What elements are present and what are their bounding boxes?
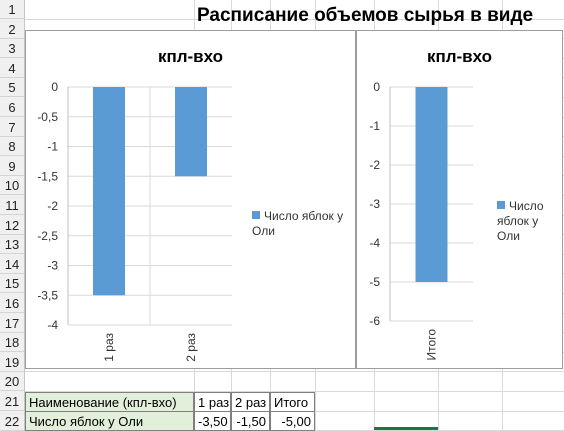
gridline-row xyxy=(25,18,564,20)
row-number[interactable]: 8 xyxy=(0,137,24,157)
chart-2-legend-label: Число яблок у Оли xyxy=(497,199,544,243)
row-number[interactable]: 14 xyxy=(0,255,24,274)
chart-1-y-tick: -2,5 xyxy=(37,229,58,243)
chart-2-title: кпл-вхо xyxy=(426,47,493,66)
table-cell-total[interactable]: -5,00 xyxy=(270,411,315,431)
chart-2-y-tick: 0 xyxy=(373,80,380,94)
chart-2-legend: Число яблок у Оли xyxy=(497,199,559,244)
row-number[interactable]: 1 xyxy=(0,0,24,19)
table-header-2[interactable]: 2 раз xyxy=(231,392,270,412)
chart-1-legend-label: Число яблок у Оли xyxy=(252,209,344,238)
row-number[interactable]: 22 xyxy=(0,412,24,431)
chart-1-y-tick: -2 xyxy=(47,199,58,213)
legend-swatch xyxy=(252,211,260,219)
chart-1-y-tick: -4 xyxy=(47,318,58,332)
chart-2-y-tick: -1 xyxy=(369,119,380,133)
table-cell-1[interactable]: -3,50 xyxy=(194,411,231,431)
row-number[interactable]: 11 xyxy=(0,196,24,215)
row-number[interactable]: 6 xyxy=(0,98,24,117)
row-number[interactable]: 19 xyxy=(0,353,24,372)
row-header-column: 1 2 3 4 5 6 7 8 9 10 11 12 13 14 15 16 17 18 19 20 21 22 xyxy=(0,0,25,431)
chart-1-y-tick: -3 xyxy=(47,259,58,273)
chart-2-y-tick: -6 xyxy=(369,314,380,328)
row-number[interactable]: 12 xyxy=(0,216,24,235)
chart-2-x-tick: Итого xyxy=(425,329,439,361)
row-number[interactable]: 4 xyxy=(0,59,24,78)
row-number[interactable]: 17 xyxy=(0,314,24,333)
row-number[interactable]: 2 xyxy=(0,20,24,39)
chart-2-plot: 0 -1 -2 -3 -4 -5 -6 Итого xyxy=(369,80,473,361)
chart-1-y-tick: -3,5 xyxy=(37,288,58,302)
sheet-title[interactable]: Расписание объемов сырья в виде xyxy=(197,5,534,26)
selected-cell-indicator xyxy=(374,427,438,430)
table-header-name[interactable]: Наименование (кпл-вхо) xyxy=(25,392,194,412)
row-number[interactable]: 3 xyxy=(0,39,24,59)
chart-2-bar[interactable] xyxy=(415,87,448,282)
legend-swatch xyxy=(497,201,505,209)
chart-2-y-tick: -2 xyxy=(369,158,380,172)
row-number[interactable]: 15 xyxy=(0,274,24,294)
table-row-name[interactable]: Число яблок у Оли xyxy=(25,411,194,431)
row-number[interactable]: 9 xyxy=(0,157,24,176)
chart-1[interactable]: кпл-вхо 0 -0,5 -1 -1,5 -2 -2,5 -3 -3,5 -4 1 раз 2 … xyxy=(25,30,356,369)
gridline-row xyxy=(25,391,564,392)
chart-1-title: кпл-вхо xyxy=(157,47,224,66)
chart-2-y-tick: -3 xyxy=(369,197,380,211)
chart-1-y-tick: -0,5 xyxy=(37,110,58,124)
chart-1-bar[interactable] xyxy=(175,87,207,177)
row-number[interactable]: 16 xyxy=(0,294,24,313)
row-number[interactable]: 18 xyxy=(0,333,24,353)
chart-1-plot: 0 -0,5 -1 -1,5 -2 -2,5 -3 -3,5 -4 1 раз 2 раз xyxy=(37,80,232,362)
row-number[interactable]: 5 xyxy=(0,78,24,98)
chart-2-y-tick: -4 xyxy=(369,236,380,250)
table-header-total[interactable]: Итого xyxy=(270,392,315,412)
chart-1-x-tick: 1 раз xyxy=(102,333,116,362)
chart-1-y-tick: -1 xyxy=(47,140,58,154)
table-header-1[interactable]: 1 раз xyxy=(194,392,231,412)
row-number[interactable]: 13 xyxy=(0,235,24,255)
chart-1-legend: Число яблок у Оли xyxy=(252,209,352,239)
row-number[interactable]: 7 xyxy=(0,118,24,137)
chart-2-y-tick: -5 xyxy=(369,275,380,289)
chart-2[interactable]: кпл-вхо 0 -1 -2 -3 -4 -5 -6 Итого Число яблок у… xyxy=(356,30,563,369)
gridline-row xyxy=(25,371,564,373)
chart-1-y-tick: 0 xyxy=(51,80,58,94)
table-cell-2[interactable]: -1,50 xyxy=(231,411,270,431)
row-number[interactable]: 10 xyxy=(0,176,24,196)
chart-1-x-tick: 2 раз xyxy=(184,333,198,362)
row-number[interactable]: 20 xyxy=(0,372,24,392)
chart-1-bar[interactable] xyxy=(93,87,125,296)
row-number[interactable]: 21 xyxy=(0,392,24,411)
chart-1-y-tick: -1,5 xyxy=(37,169,58,183)
